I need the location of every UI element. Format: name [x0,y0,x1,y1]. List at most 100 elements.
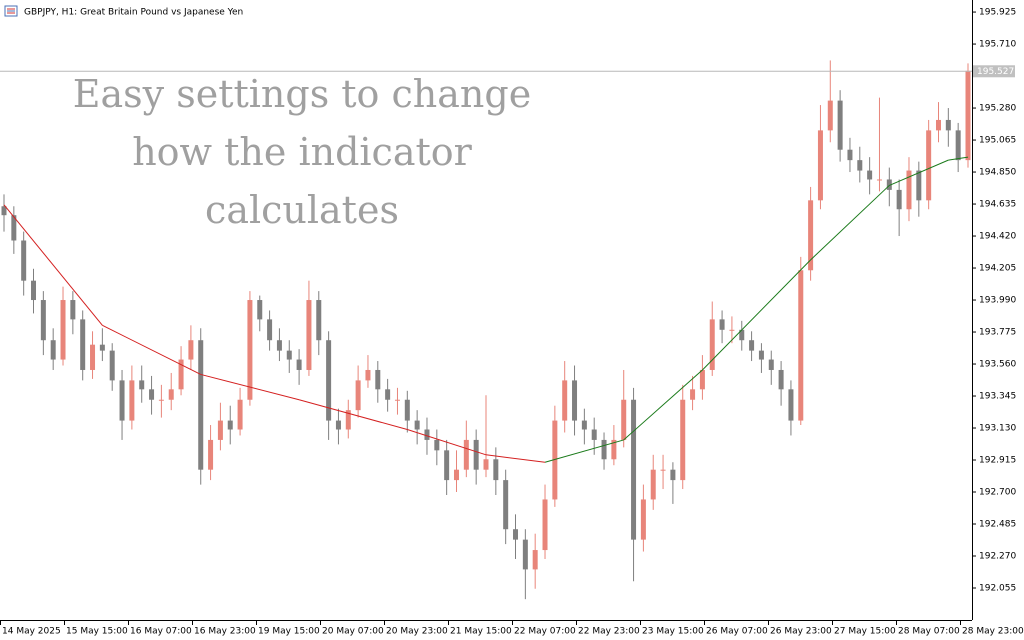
candle-body [414,420,420,430]
candle-body [660,469,666,471]
y-tick-label: 194.635 [979,200,1016,210]
indicator-segment [407,429,487,456]
indicator-segment [485,454,546,463]
candle-body [709,319,715,370]
candle-body [650,469,656,500]
candle-body [690,389,696,400]
candle-body [798,270,804,421]
candle-body [365,369,371,381]
annotation-line: calculates [205,188,399,232]
candle-body [99,344,105,351]
candle-body [335,420,341,430]
candle-body [149,389,155,400]
y-tick-label: 195.065 [979,136,1016,146]
candle-body [532,550,538,570]
x-tick-label: 20 May 07:00 [322,627,384,637]
candle-body [542,499,548,551]
candle-body [601,439,607,460]
candle-body [503,480,509,530]
candle-body [296,359,302,370]
candle-body [306,300,312,370]
y-tick-label: 194.420 [979,232,1016,242]
candle-body [276,340,282,351]
current-price-label: 195.527 [977,67,1014,77]
candle-body [50,340,56,360]
candle-body [876,179,882,181]
x-tick-label: 20 May 23:00 [386,627,448,637]
y-tick-label: 195.280 [979,104,1016,114]
annotation: Easy settings to change how the indicato… [73,72,531,232]
x-tick-label: 23 May 15:00 [642,627,704,637]
indicator-segment [889,159,949,186]
x-tick-label: 21 May 15:00 [450,627,512,637]
candle-body [581,420,587,430]
candle-body [768,359,774,370]
candle-body [316,300,322,341]
y-tick-label: 192.055 [979,584,1016,594]
candle-body [31,280,37,301]
candle-body [434,439,440,451]
x-tick-label: 14 May 2025 [2,627,61,637]
indicator-segment [200,373,300,401]
candle-body [60,300,66,360]
candle-body [680,399,686,481]
candle-body [965,70,971,161]
candle-body [621,399,627,440]
candle-body [326,340,332,421]
candle-body [247,300,253,400]
y-tick-label: 195.925 [979,8,1016,18]
candle-body [778,369,784,390]
candle-body [808,200,814,271]
candle-body [267,319,273,341]
y-tick-label: 193.560 [979,360,1016,370]
y-tick-label: 192.270 [979,552,1016,562]
candle-body [945,119,951,131]
candle-body [886,179,892,190]
candle-body [699,369,705,390]
candle-body [827,100,833,131]
candle-body [286,350,292,360]
candle-body [906,170,912,210]
candle-body [158,399,164,401]
x-tick-label: 26 May 23:00 [770,627,832,637]
candle-body [857,160,863,171]
candle-body [729,329,735,331]
symbol-icon [4,5,18,17]
candle-body [119,380,125,421]
candle-body [817,130,823,201]
annotation-line: Easy settings to change [73,72,531,116]
candle-body [385,389,391,400]
x-tick-label: 19 May 15:00 [258,627,320,637]
candle-body [916,170,922,201]
candle-body [493,459,499,481]
indicator-segment [948,156,969,161]
candle-body [208,439,214,470]
candle-body [70,300,76,320]
indicator-segment [3,204,103,326]
x-tick-label: 15 May 15:00 [66,627,128,637]
candle-body [611,439,617,460]
candle-body [80,319,86,370]
candle-body [1,206,7,216]
x-tick-label: 27 May 15:00 [834,627,896,637]
candle-body [444,450,450,481]
candle-body [168,389,174,400]
x-tick-label: 22 May 07:00 [514,627,576,637]
candle-body [394,399,400,401]
candle-body [424,429,430,440]
candle-body [178,359,184,390]
x-tick-label: 28 May 23:00 [962,627,1024,637]
candle-body [483,459,489,470]
candle-body [896,189,902,210]
candle-body [198,340,204,470]
y-tick-label: 194.205 [979,264,1016,274]
candle-body [11,215,17,241]
candle-body [562,380,568,421]
indicator-segment [298,399,408,430]
candle-body [375,369,381,390]
indicator-segment [810,185,890,261]
candle-body [631,399,637,540]
candle-body [749,340,755,351]
